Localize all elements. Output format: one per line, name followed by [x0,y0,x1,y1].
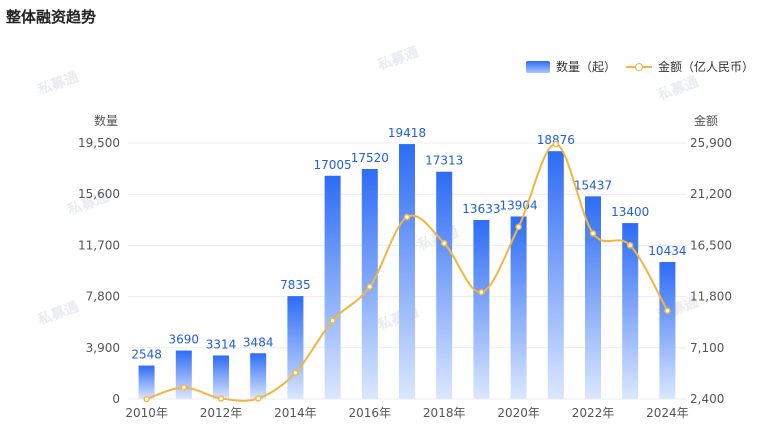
bar [287,296,304,399]
bar [473,220,490,399]
amount-point [143,395,150,403]
bar-value-label: 3484 [243,335,274,349]
y2-tick-label: 11,800 [690,290,732,304]
amount-point [254,395,262,402]
bar-value-label: 13400 [611,205,649,219]
bar-value-label: 13633 [462,202,500,216]
bar [510,216,527,399]
bar [622,223,639,399]
bar [659,262,676,399]
bar-value-label: 15437 [574,178,612,192]
legend-item-amount[interactable]: 金额（亿人民币） [625,58,754,75]
watermark-text: 私募通 [656,73,701,103]
amount-line [146,143,669,402]
amount-point [552,140,560,148]
x-tick-label: 2022年 [572,406,615,420]
bar [436,171,453,399]
y-tick-label: 15,600 [78,187,120,201]
amount-point [217,395,225,402]
amount-point [180,384,188,391]
bar-value-label: 3314 [206,337,237,351]
amount-point [292,369,299,377]
amount-point [403,213,411,221]
amount-point [440,239,448,247]
legend-amount-label: 金额（亿人民币） [657,60,754,74]
amount-point [329,317,336,324]
watermark-text: 私募通 [36,298,81,328]
legend-item-count[interactable]: 数量（起） [525,58,616,75]
watermark-text: 私募通 [36,68,81,98]
y-tick-label: 11,700 [78,238,120,252]
y-tick-label: 0 [112,392,120,406]
x-tick-label: 2016年 [349,406,392,420]
bar [250,353,267,399]
line-swatch-icon [625,61,652,73]
bar [585,196,601,399]
bar-value-label: 13904 [500,198,538,212]
bar-value-label: 17313 [425,154,463,168]
bar-swatch-icon [525,60,550,73]
bar [138,365,155,399]
x-tick-label: 2018年 [423,406,466,420]
y2-tick-label: 7,100 [690,341,724,355]
bar [175,350,192,399]
chart-title: 整体融资趋势 [6,8,97,26]
x-tick-label: 2012年 [200,406,243,420]
x-tick-label: 2020年 [497,406,540,420]
bar-value-label: 17005 [314,158,352,172]
bar [213,355,229,399]
bar [547,151,564,399]
bar-value-label: 10434 [648,244,686,258]
bar [399,144,415,399]
x-tick-label: 2024年 [646,406,689,420]
y2-tick-label: 21,200 [690,187,732,201]
bar-value-label: 19418 [388,126,426,140]
amount-point [478,288,485,296]
legend-count-label: 数量（起） [555,60,616,74]
x-tick-label: 2010年 [125,406,168,420]
x-tick-label: 2014年 [274,406,317,420]
y2-axis-label: 金额 [694,113,718,128]
amount-point [626,242,634,249]
bar-value-label: 2548 [131,348,162,362]
y-tick-label: 3,900 [86,341,120,355]
watermark-text: 私募通 [376,43,421,73]
amount-point [664,307,671,315]
y2-tick-label: 25,900 [690,136,732,150]
y-tick-label: 7,800 [86,290,120,304]
bar-value-label: 18876 [537,133,575,147]
bar-value-label: 3690 [169,333,200,347]
amount-point [366,283,374,291]
y2-tick-label: 16,500 [690,238,732,252]
y-axis-label: 数量 [94,113,118,128]
bar-value-label: 17520 [351,151,389,165]
bar-value-label: 7835 [280,278,311,292]
bar [324,175,341,399]
legend: 数量（起） 金额（亿人民币） [525,58,754,75]
y2-tick-label: 2,400 [690,392,724,406]
amount-point [515,223,522,231]
y-tick-label: 19,500 [78,136,120,150]
amount-point [589,230,597,237]
